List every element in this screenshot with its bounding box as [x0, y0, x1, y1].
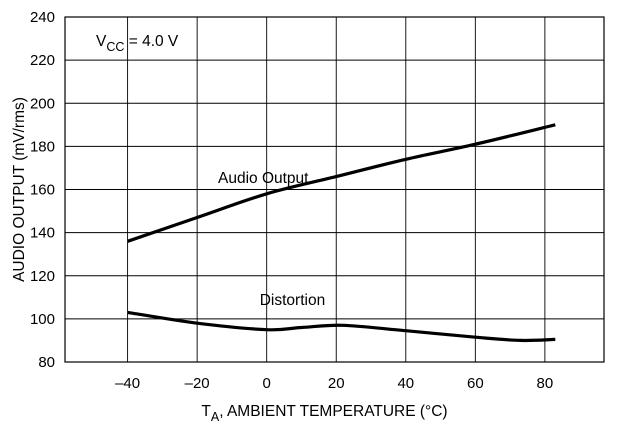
x-axis-title-sub: A: [211, 410, 220, 424]
y-tick-labels: 80 100 120 140 160 180 200 220 240: [30, 9, 55, 371]
series-lines: [127, 123, 556, 343]
x-tick-label: 80: [537, 375, 554, 392]
vcc-annotation-rest: = 4.0 V: [124, 33, 179, 50]
vcc-annotation-main: V: [96, 33, 107, 50]
vcc-annotation-sub: CC: [106, 40, 124, 54]
x-tick-label: 60: [467, 375, 484, 392]
grid-lines: [65, 16, 604, 363]
y-tick-label: 120: [30, 268, 55, 285]
series-label-audio-output: Audio Output: [218, 170, 309, 187]
x-tick-label: –40: [115, 375, 140, 392]
y-tick-label: 200: [30, 95, 55, 112]
x-axis-title-rest: , AMBIENT TEMPERATURE (°C): [219, 403, 447, 420]
x-tick-label: 20: [328, 375, 345, 392]
y-tick-label: 180: [30, 138, 55, 155]
x-axis-title-main: T: [201, 403, 211, 420]
x-tick-label: 40: [397, 375, 414, 392]
y-tick-label: 100: [30, 311, 55, 328]
vcc-annotation: VCC = 4.0 V: [96, 33, 179, 54]
y-tick-label: 140: [30, 225, 55, 242]
y-axis-title: AUDIO OUTPUT (mV/rms): [11, 97, 28, 282]
series-line-audio-output: [127, 123, 556, 243]
plot-frame: [64, 16, 605, 363]
series-line-distortion: [127, 310, 556, 343]
y-tick-label: 160: [30, 182, 55, 199]
series-label-distortion: Distortion: [260, 292, 325, 309]
y-tick-label: 240: [30, 9, 55, 26]
y-tick-label: 220: [30, 52, 55, 69]
x-tick-label: –20: [185, 375, 210, 392]
x-tick-label: 0: [263, 375, 271, 392]
x-axis-title: TA, AMBIENT TEMPERATURE (°C): [201, 403, 447, 424]
y-tick-label: 80: [38, 354, 55, 371]
x-tick-labels: –40 –20 0 20 40 60 80: [115, 375, 553, 392]
